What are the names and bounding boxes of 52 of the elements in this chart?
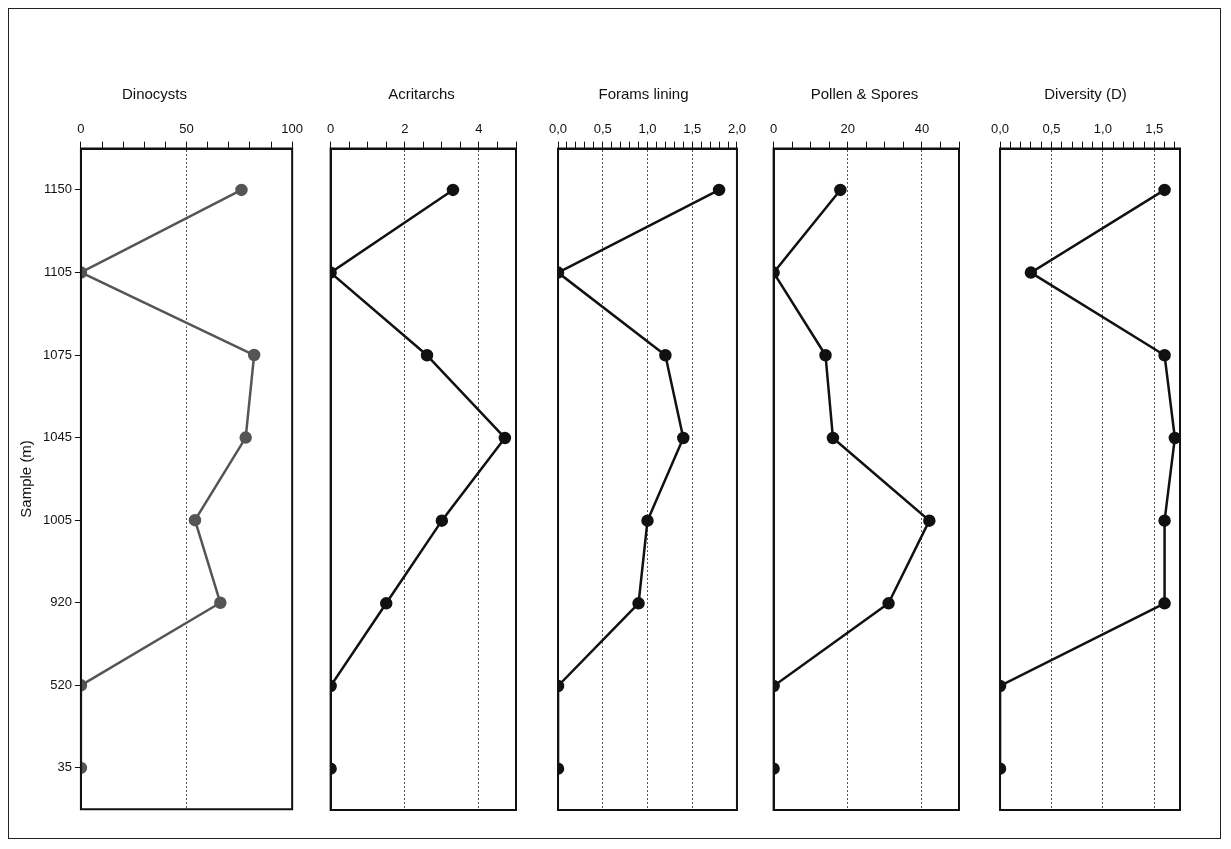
x-tick-label: 50 — [179, 121, 194, 137]
x-tick-label: 0,0 — [991, 121, 1010, 137]
point — [641, 514, 654, 527]
x-tick-label: 0,0 — [549, 121, 568, 137]
y-tick-label: 1105 — [43, 264, 72, 280]
point — [882, 597, 895, 610]
point — [235, 183, 248, 197]
x-tick-label: 4 — [475, 121, 483, 137]
x-tick-label: 2,0 — [727, 121, 746, 137]
x-tick-label: 0 — [77, 121, 85, 137]
point — [214, 596, 227, 610]
point — [379, 597, 393, 610]
x-tick-label: 1,5 — [683, 121, 702, 137]
point — [435, 514, 449, 527]
point — [446, 183, 460, 197]
chart-title: Dinocysts — [121, 85, 188, 103]
point — [247, 348, 261, 362]
y-axis-title: Sample (m) — [17, 440, 35, 518]
point — [239, 431, 252, 444]
y-tick-label: 1150 — [43, 181, 72, 197]
point — [420, 349, 434, 362]
y-tick-label: 520 — [50, 676, 72, 692]
point — [677, 431, 690, 445]
point — [834, 183, 847, 197]
y-tick-label: 1075 — [43, 346, 72, 362]
point — [819, 349, 832, 362]
point — [712, 183, 726, 197]
x-tick-label: 1,5 — [1145, 121, 1164, 137]
y-tick-label: 1045 — [43, 429, 72, 445]
x-tick-label: 1,0 — [638, 121, 657, 137]
x-tick-label: 100 — [281, 121, 304, 137]
point — [923, 514, 936, 527]
x-tick-label: 40 — [914, 121, 930, 137]
x-tick-label: 1,0 — [1093, 121, 1112, 137]
y-tick-label: 920 — [50, 594, 72, 610]
point — [659, 349, 672, 362]
y-tick-label: 35 — [57, 759, 72, 775]
x-tick-label: 0,5 — [593, 121, 612, 137]
chart-title: Diversity (D) — [1044, 85, 1127, 103]
x-tick-label: 0,5 — [1042, 121, 1061, 137]
chart-title: Acritarchs — [388, 85, 455, 103]
chart-title: Pollen & Spores — [810, 85, 919, 103]
x-tick-label: 0 — [327, 121, 335, 137]
point — [632, 597, 645, 610]
point — [498, 431, 512, 445]
x-tick-label: 20 — [840, 121, 855, 137]
x-tick-label: 2 — [401, 121, 409, 137]
point — [188, 513, 202, 527]
x-tick-label: 0 — [770, 121, 778, 137]
y-tick-label: 1005 — [43, 511, 72, 527]
point — [826, 431, 840, 445]
chart-title: Forams lining — [598, 85, 689, 103]
